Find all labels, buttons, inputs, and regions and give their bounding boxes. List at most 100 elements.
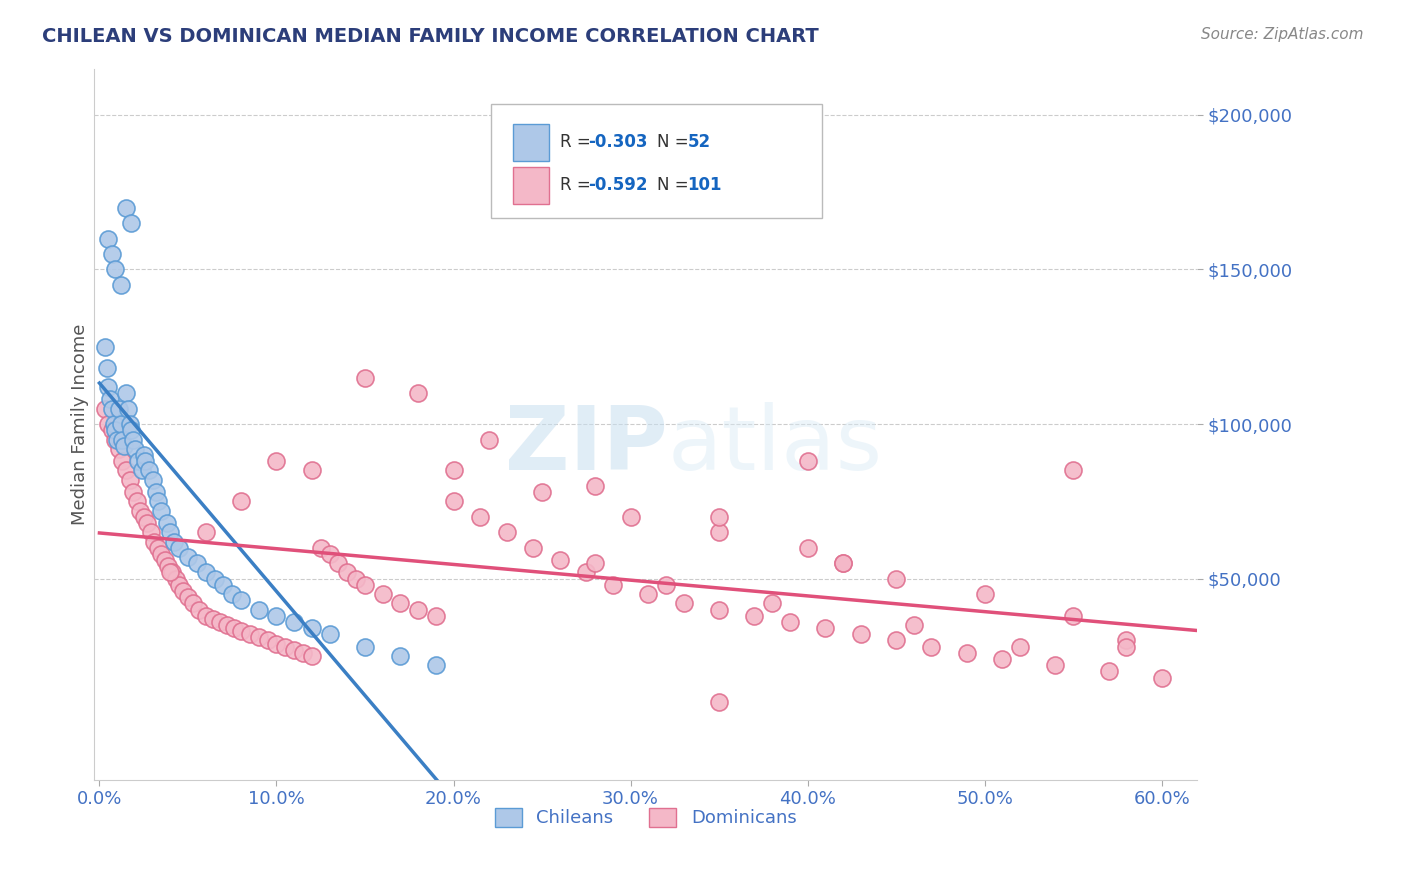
Point bbox=[108, 401, 131, 416]
Point bbox=[103, 417, 125, 431]
Point bbox=[425, 608, 447, 623]
Point bbox=[796, 541, 818, 555]
Point bbox=[221, 587, 243, 601]
Point bbox=[468, 509, 491, 524]
Point bbox=[97, 417, 120, 431]
Point bbox=[167, 578, 190, 592]
Point bbox=[779, 615, 801, 629]
Point bbox=[97, 231, 120, 245]
Point bbox=[583, 479, 606, 493]
Point bbox=[344, 572, 367, 586]
Point bbox=[96, 361, 118, 376]
Point bbox=[159, 525, 181, 540]
Text: -0.303: -0.303 bbox=[588, 134, 648, 152]
Point bbox=[637, 587, 659, 601]
Point bbox=[274, 640, 297, 654]
Point bbox=[973, 587, 995, 601]
Point bbox=[707, 509, 730, 524]
Point bbox=[138, 463, 160, 477]
Point bbox=[215, 618, 238, 632]
Text: R =: R = bbox=[560, 134, 596, 152]
Point bbox=[956, 646, 979, 660]
Point bbox=[101, 401, 124, 416]
Point bbox=[283, 615, 305, 629]
Point bbox=[1097, 665, 1119, 679]
Point bbox=[354, 640, 377, 654]
Point bbox=[159, 566, 181, 580]
Point bbox=[94, 401, 117, 416]
Point bbox=[131, 463, 153, 477]
Point bbox=[194, 525, 217, 540]
Point bbox=[495, 525, 517, 540]
Point bbox=[761, 596, 783, 610]
Point bbox=[204, 572, 226, 586]
Point bbox=[120, 423, 142, 437]
Point bbox=[707, 695, 730, 709]
Point bbox=[301, 621, 323, 635]
Point bbox=[145, 485, 167, 500]
Point bbox=[707, 602, 730, 616]
Point bbox=[991, 652, 1014, 666]
Point bbox=[1062, 463, 1084, 477]
Point bbox=[354, 370, 377, 384]
Point bbox=[1062, 608, 1084, 623]
Point bbox=[522, 541, 544, 555]
Point bbox=[101, 247, 124, 261]
Point bbox=[832, 556, 855, 570]
Point bbox=[163, 534, 186, 549]
Point bbox=[127, 454, 149, 468]
Point bbox=[247, 631, 270, 645]
Text: 52: 52 bbox=[688, 134, 710, 152]
Point bbox=[832, 556, 855, 570]
Point bbox=[112, 439, 135, 453]
Point bbox=[110, 277, 132, 292]
Text: R =: R = bbox=[560, 176, 596, 194]
Y-axis label: Median Family Income: Median Family Income bbox=[72, 324, 89, 524]
Point bbox=[124, 442, 146, 456]
Point bbox=[478, 433, 501, 447]
Point bbox=[141, 473, 163, 487]
Point bbox=[139, 525, 162, 540]
Point bbox=[531, 485, 554, 500]
Point bbox=[548, 553, 571, 567]
Point bbox=[153, 553, 176, 567]
Point bbox=[814, 621, 837, 635]
Point bbox=[212, 578, 235, 592]
Point bbox=[115, 463, 138, 477]
Text: -0.592: -0.592 bbox=[588, 176, 648, 194]
Point bbox=[266, 454, 288, 468]
Point bbox=[115, 201, 138, 215]
Point bbox=[336, 566, 359, 580]
Point bbox=[1008, 640, 1031, 654]
Point bbox=[672, 596, 695, 610]
Point bbox=[143, 534, 166, 549]
Text: CHILEAN VS DOMINICAN MEDIAN FAMILY INCOME CORRELATION CHART: CHILEAN VS DOMINICAN MEDIAN FAMILY INCOM… bbox=[42, 27, 818, 45]
Point bbox=[443, 494, 465, 508]
FancyBboxPatch shape bbox=[513, 167, 548, 203]
Point bbox=[194, 566, 217, 580]
Point bbox=[389, 596, 412, 610]
Text: Source: ZipAtlas.com: Source: ZipAtlas.com bbox=[1201, 27, 1364, 42]
Point bbox=[187, 602, 209, 616]
Point bbox=[165, 572, 187, 586]
Point bbox=[328, 556, 350, 570]
Text: N =: N = bbox=[657, 134, 693, 152]
Point bbox=[406, 386, 429, 401]
Point bbox=[884, 633, 907, 648]
Point bbox=[903, 618, 925, 632]
Point bbox=[111, 454, 134, 468]
Point bbox=[229, 593, 252, 607]
Point bbox=[104, 423, 127, 437]
Point bbox=[602, 578, 624, 592]
Point bbox=[172, 584, 194, 599]
Point bbox=[655, 578, 678, 592]
Point bbox=[389, 648, 412, 663]
Point bbox=[406, 602, 429, 616]
Point bbox=[1045, 658, 1067, 673]
Point bbox=[201, 612, 224, 626]
Point bbox=[104, 433, 127, 447]
Point bbox=[266, 608, 288, 623]
Text: ZIP: ZIP bbox=[505, 402, 668, 489]
Point bbox=[94, 340, 117, 354]
Point bbox=[239, 627, 262, 641]
